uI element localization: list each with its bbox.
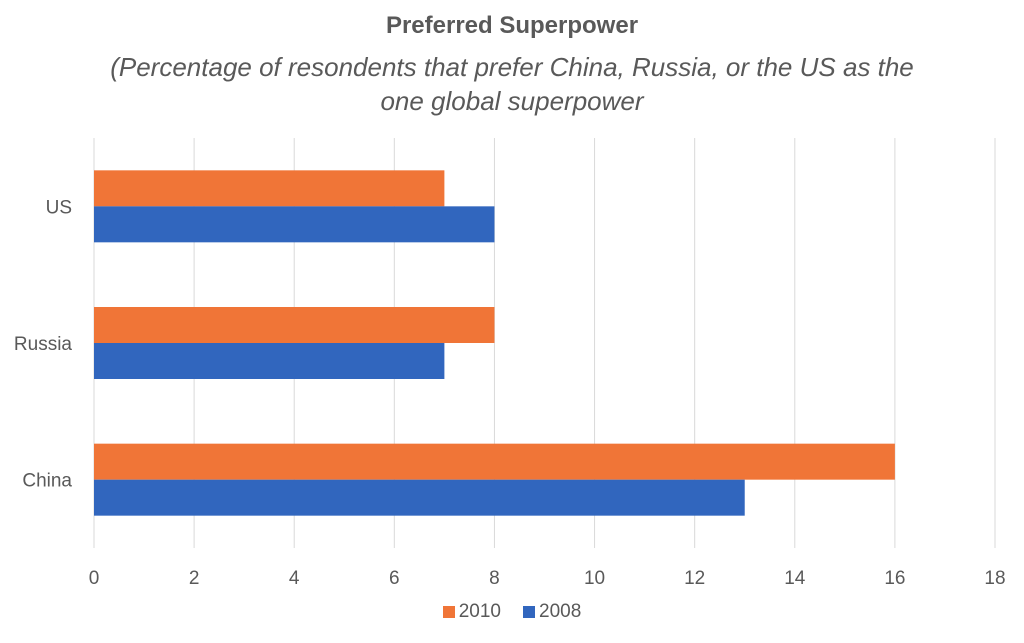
- y-tick-label-us: US: [46, 197, 72, 218]
- x-tick-label-10: 10: [584, 568, 605, 589]
- x-tick-label-14: 14: [784, 568, 806, 589]
- bar-china-2010: [94, 443, 895, 480]
- bar-russia-2010: [94, 307, 495, 343]
- legend: 2010 2008: [0, 601, 1024, 623]
- x-tick-label-12: 12: [684, 568, 705, 589]
- x-tick-label-6: 6: [389, 568, 400, 589]
- bar-russia-2008: [94, 343, 445, 379]
- x-tick-label-8: 8: [489, 568, 500, 589]
- x-tick-label-2: 2: [189, 568, 200, 589]
- legend-label-2008: 2008: [539, 601, 582, 622]
- legend-item-2008: 2008: [523, 601, 581, 623]
- legend-label-2010: 2010: [458, 601, 501, 622]
- y-tick-label-china: China: [22, 471, 72, 492]
- chart-title: Preferred Superpower: [385, 12, 639, 39]
- y-tick-label-russia: Russia: [14, 334, 73, 355]
- x-tick-label-16: 16: [884, 568, 905, 589]
- bar-china-2008: [94, 479, 745, 516]
- legend-swatch-2008: [523, 606, 535, 618]
- legend-swatch-2010: [442, 606, 455, 618]
- chart-subtitle: (Percentage of resondents that prefer Ch…: [110, 52, 914, 116]
- legend-item-2010: 2010: [442, 601, 501, 623]
- bar-us-2008: [94, 206, 495, 243]
- bar-us-2010: [94, 170, 445, 207]
- x-tick-label-4: 4: [289, 568, 300, 589]
- x-tick-label-0: 0: [89, 568, 100, 589]
- x-tick-label-18: 18: [984, 568, 1005, 589]
